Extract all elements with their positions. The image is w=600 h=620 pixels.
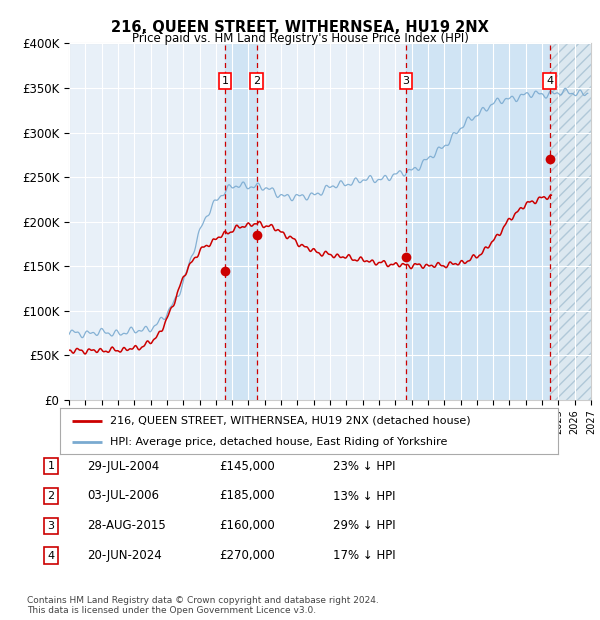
Text: 28-AUG-2015: 28-AUG-2015 (87, 520, 166, 532)
Text: 1: 1 (221, 76, 229, 86)
Text: 3: 3 (47, 521, 55, 531)
Text: 3: 3 (403, 76, 409, 86)
Text: 1: 1 (47, 461, 55, 471)
Text: 17% ↓ HPI: 17% ↓ HPI (333, 549, 395, 562)
Text: 13% ↓ HPI: 13% ↓ HPI (333, 490, 395, 502)
Text: 23% ↓ HPI: 23% ↓ HPI (333, 460, 395, 472)
Text: £185,000: £185,000 (219, 490, 275, 502)
Text: £160,000: £160,000 (219, 520, 275, 532)
Text: 4: 4 (47, 551, 55, 560)
Bar (225, 43, 257, 400)
Text: 4: 4 (546, 76, 553, 86)
Text: £270,000: £270,000 (219, 549, 275, 562)
Text: Price paid vs. HM Land Registry's House Price Index (HPI): Price paid vs. HM Land Registry's House … (131, 32, 469, 45)
Bar (406, 43, 550, 400)
Text: 2: 2 (47, 491, 55, 501)
Text: HPI: Average price, detached house, East Riding of Yorkshire: HPI: Average price, detached house, East… (110, 437, 447, 447)
Text: 216, QUEEN STREET, WITHERNSEA, HU19 2NX: 216, QUEEN STREET, WITHERNSEA, HU19 2NX (111, 20, 489, 35)
Text: £145,000: £145,000 (219, 460, 275, 472)
Text: 29-JUL-2004: 29-JUL-2004 (87, 460, 159, 472)
Text: 03-JUL-2006: 03-JUL-2006 (87, 490, 159, 502)
Text: Contains HM Land Registry data © Crown copyright and database right 2024.: Contains HM Land Registry data © Crown c… (27, 596, 379, 606)
Text: 29% ↓ HPI: 29% ↓ HPI (333, 520, 395, 532)
Text: 216, QUEEN STREET, WITHERNSEA, HU19 2NX (detached house): 216, QUEEN STREET, WITHERNSEA, HU19 2NX … (110, 415, 470, 425)
Text: This data is licensed under the Open Government Licence v3.0.: This data is licensed under the Open Gov… (27, 606, 316, 616)
Text: 20-JUN-2024: 20-JUN-2024 (87, 549, 162, 562)
Text: 2: 2 (253, 76, 260, 86)
Bar (550, 43, 591, 400)
